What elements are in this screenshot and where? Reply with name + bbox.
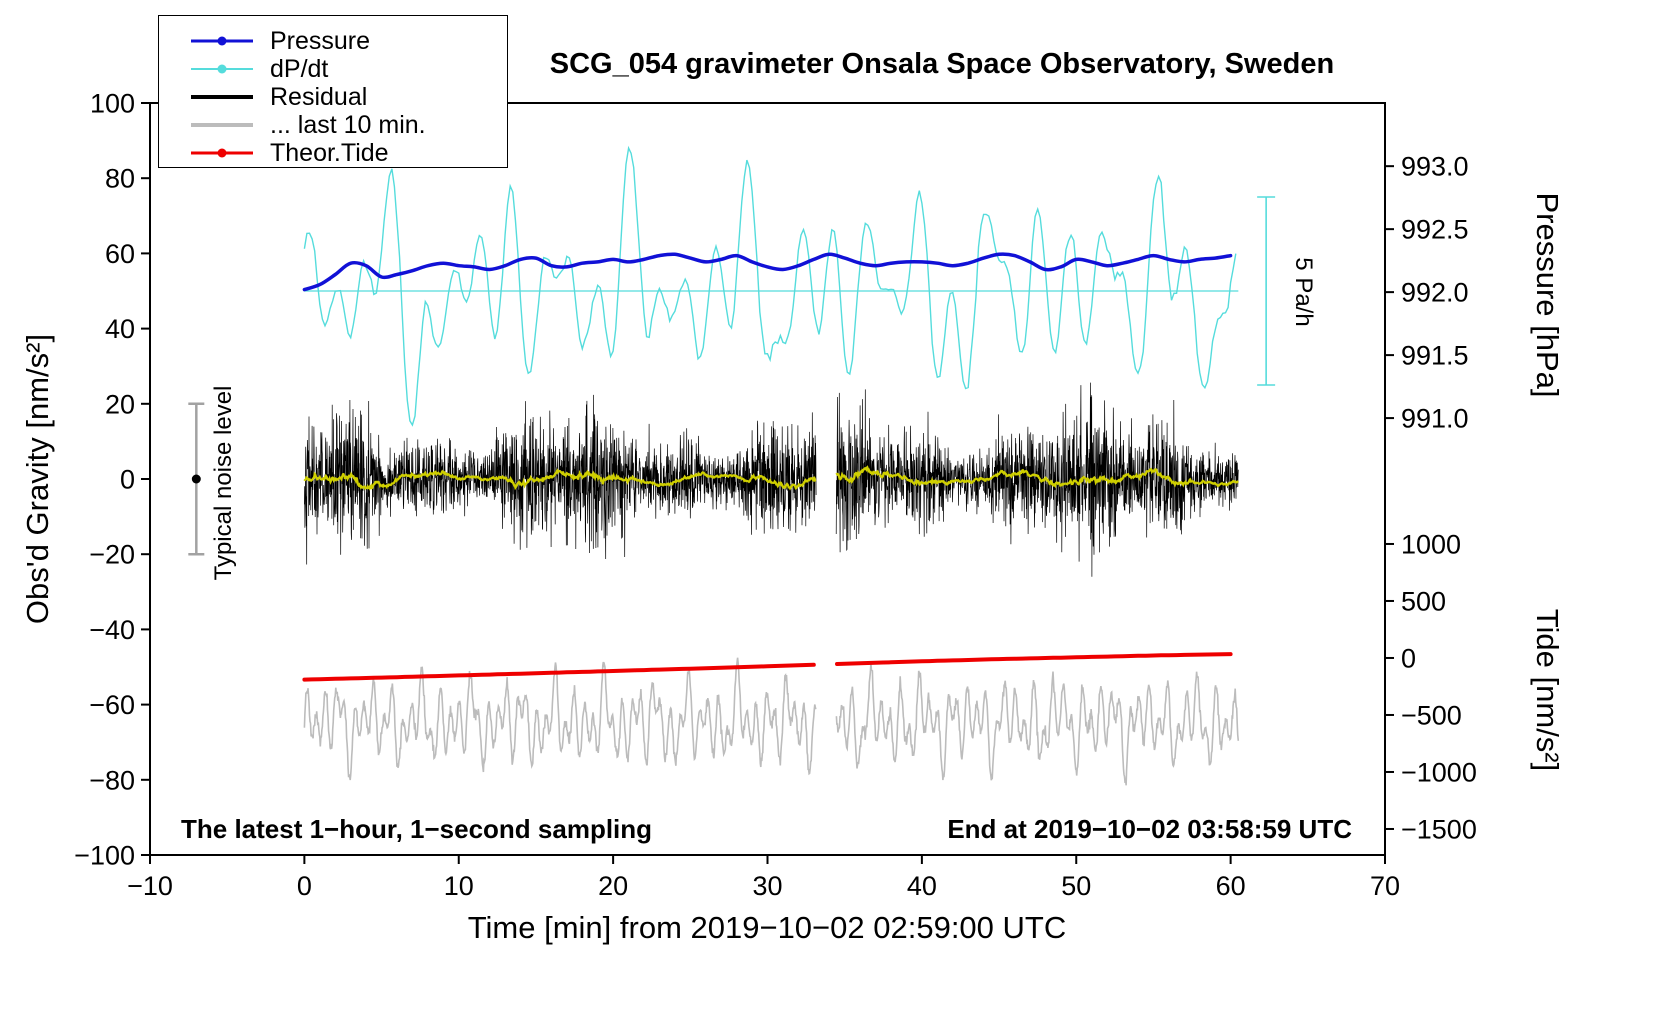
x-tick-label: 20 [598, 871, 628, 901]
pressure-tick-label: 991.0 [1401, 404, 1469, 434]
gravity-tick-label: 0 [120, 465, 135, 495]
gravity-tick-label: 100 [90, 89, 135, 119]
legend-item-pressure: Pressure [159, 27, 507, 55]
pressure-tick-label: 992.5 [1401, 215, 1469, 245]
gravity-tick-label: −60 [89, 690, 135, 720]
noise-level-label: Typical noise level [210, 385, 237, 581]
x-tick-label: −10 [127, 871, 173, 901]
legend-label-theortide: Theor.Tide [270, 138, 389, 167]
tide-tick-label: −1500 [1401, 814, 1477, 844]
pressure-series [302, 252, 1233, 292]
noise-level-marker [188, 402, 205, 556]
y-axis-label-gravity: Obs'd Gravity [nm/s²] [20, 333, 55, 625]
legend-label-residual: Residual [270, 82, 368, 111]
gravity-tick-label: 20 [105, 389, 135, 419]
y-axis-label-tide: Tide [nm/s²] [1530, 608, 1565, 772]
x-tick-label: 60 [1216, 871, 1246, 901]
tide-tick-label: 1000 [1401, 529, 1461, 559]
tide-tick-label: 500 [1401, 586, 1446, 616]
legend-swatch-residual [191, 90, 253, 104]
pressure-scale-label: 5 Pa/h [1290, 257, 1317, 327]
tide-tick-label: −1000 [1401, 757, 1477, 787]
tide-tick-label: 0 [1401, 643, 1416, 673]
gravity-tick-label: −20 [89, 540, 135, 570]
sampling-note: The latest 1−hour, 1−second sampling [181, 814, 653, 844]
pressure-tick-label: 993.0 [1401, 152, 1469, 182]
pressure-scale-bar [1257, 196, 1276, 386]
legend-swatch-pressure [191, 34, 253, 48]
y-axis-tide: 1000 500 0 −500 −1000 −1500 [1385, 529, 1477, 844]
y-axis-gravity: 100 80 60 40 20 0 −20 −40 −60 −80 −100 [74, 89, 150, 871]
tide-tick-label: −500 [1401, 700, 1462, 730]
legend-item-last10min: ... last 10 min. [159, 111, 507, 139]
gravity-tick-label: 40 [105, 314, 135, 344]
x-tick-label: 30 [752, 871, 782, 901]
y-axis-label-pressure: Pressure [hPa] [1530, 192, 1565, 398]
legend-item-residual: Residual [159, 83, 507, 111]
x-axis: −10 0 10 20 30 40 50 60 70 [127, 855, 1400, 901]
end-time-note: End at 2019−10−02 03:58:59 UTC [947, 814, 1352, 844]
legend-label-last10min: ... last 10 min. [270, 110, 426, 139]
gravity-tick-label: −80 [89, 765, 135, 795]
gravity-tick-label: 80 [105, 164, 135, 194]
x-tick-label: 10 [444, 871, 474, 901]
legend-label-pressure: Pressure [270, 26, 371, 55]
x-axis-label: Time [min] from 2019−10−02 02:59:00 UTC [467, 910, 1067, 945]
gravity-tick-label: 60 [105, 239, 135, 269]
legend-dot [217, 148, 227, 158]
theortide-series [302, 652, 1233, 682]
gravity-tick-label: −100 [74, 841, 135, 871]
chart-title: SCG_054 gravimeter Onsala Space Observat… [549, 48, 1335, 80]
pressure-tick-label: 991.5 [1401, 341, 1469, 371]
legend-swatch-theortide [191, 146, 253, 160]
legend-line [191, 95, 253, 99]
legend-label-dpdt: dP/dt [270, 54, 329, 83]
residual-trend-series [303, 465, 1239, 491]
x-tick-label: 70 [1370, 871, 1400, 901]
legend-item-theortide: Theor.Tide [159, 139, 507, 167]
y-axis-pressure: 993.0 992.5 992.0 991.5 991.0 [1385, 152, 1469, 434]
gravity-tick-label: −40 [89, 615, 135, 645]
pressure-tick-label: 992.0 [1401, 278, 1469, 308]
legend-swatch-last10min [191, 118, 253, 132]
last10min-series [303, 657, 1240, 786]
x-tick-label: 0 [297, 871, 312, 901]
legend-box: Pressure dP/dt Residual ... last 10 min.… [158, 15, 508, 168]
legend-line [191, 123, 253, 127]
dpdt-series [303, 145, 1237, 427]
legend-dot [217, 36, 227, 46]
residual-series [304, 382, 1239, 577]
legend-dot [217, 64, 227, 74]
legend-item-dpdt: dP/dt [159, 55, 507, 83]
legend-swatch-dpdt [191, 62, 253, 76]
x-tick-label: 40 [907, 871, 937, 901]
x-tick-label: 50 [1061, 871, 1091, 901]
